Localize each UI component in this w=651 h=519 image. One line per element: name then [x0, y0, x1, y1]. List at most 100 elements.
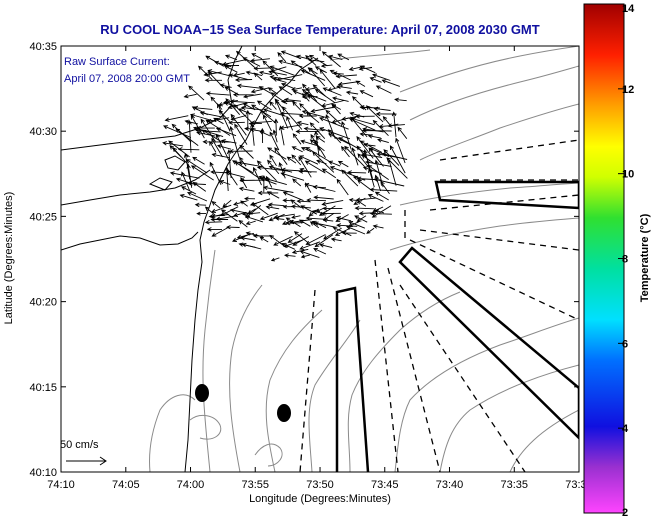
current-vector	[244, 196, 256, 201]
current-vector	[320, 211, 341, 216]
current-vector	[208, 214, 229, 219]
y-tick-label: 40:10	[29, 467, 57, 479]
current-vector	[267, 147, 287, 160]
colorbar-ticks: 2 4 6 8 10 12 14	[618, 3, 635, 519]
current-vector	[336, 223, 358, 228]
current-vector	[164, 115, 189, 122]
scale-label: 50 cm/s	[60, 439, 99, 451]
current-vector	[192, 156, 205, 165]
current-vector	[168, 140, 190, 158]
current-vector	[338, 137, 366, 154]
current-vector	[211, 226, 230, 237]
y-axis: 40:10 40:15 40:20 40:25 40:30 40:35	[29, 41, 579, 479]
x-tick-label: 74:10	[47, 479, 75, 491]
current-vector	[372, 73, 391, 81]
y-tick-label: 40:15	[29, 382, 57, 394]
current-vector	[233, 104, 253, 124]
current-vector	[215, 133, 231, 164]
current-vector	[299, 250, 320, 259]
current-vector	[332, 71, 344, 76]
current-vector	[238, 186, 255, 192]
current-vector	[225, 98, 241, 115]
current-vector	[224, 63, 240, 68]
current-vector	[348, 221, 366, 229]
current-vector	[196, 130, 216, 137]
current-vector	[313, 247, 327, 255]
current-vector	[196, 211, 206, 216]
current-vector	[337, 160, 349, 168]
current-vector	[305, 111, 320, 124]
annotation-line-2: April 07, 2008 20:00 GMT	[64, 73, 190, 85]
current-vector	[233, 200, 248, 206]
current-vector	[336, 216, 352, 222]
current-vector	[291, 215, 301, 219]
colorbar-tick-label: 4	[622, 423, 629, 435]
current-vector	[356, 135, 374, 159]
current-vector	[234, 123, 248, 145]
current-vector	[304, 182, 336, 192]
current-vector	[328, 160, 341, 167]
current-vector	[194, 202, 207, 208]
current-vector	[300, 69, 326, 81]
current-vector	[190, 114, 205, 139]
current-vector	[281, 106, 303, 130]
current-vector	[292, 178, 302, 187]
y-tick-label: 40:35	[29, 41, 57, 53]
chart-title: RU COOL NOAA−15 Sea Surface Temperature:…	[100, 22, 539, 37]
current-vector	[358, 211, 376, 216]
current-vector	[253, 66, 271, 71]
current-vector	[292, 101, 302, 111]
current-vector	[187, 120, 192, 153]
current-vector	[319, 243, 333, 249]
x-axis-label: Longitude (Degrees:Minutes)	[249, 493, 391, 505]
current-vector	[290, 60, 311, 75]
current-vector	[258, 70, 272, 76]
current-vector	[321, 199, 344, 207]
current-vector	[296, 199, 311, 204]
current-vector	[262, 60, 279, 77]
current-vector	[305, 146, 333, 164]
colorbar-tick-label: 12	[622, 84, 634, 96]
y-tick-label: 40:20	[29, 297, 57, 309]
current-vector	[285, 217, 301, 228]
current-vector	[322, 87, 342, 96]
current-vector	[354, 215, 368, 223]
current-vector	[314, 66, 327, 74]
current-vector	[256, 100, 272, 111]
x-tick-label: 73:35	[501, 479, 529, 491]
current-vector	[344, 145, 366, 168]
current-vector	[244, 215, 264, 223]
current-vector	[172, 147, 190, 166]
current-vector	[329, 69, 351, 81]
current-vector	[234, 161, 261, 180]
current-vector	[265, 205, 280, 210]
current-vector	[186, 191, 208, 202]
current-vector	[312, 151, 335, 173]
current-vector	[280, 172, 305, 181]
current-vector	[369, 187, 398, 192]
current-vector	[206, 227, 223, 232]
plot-area	[61, 46, 579, 472]
current-vector	[270, 257, 280, 262]
current-vector	[272, 129, 278, 143]
current-vector	[228, 73, 248, 80]
bathymetry-contours	[149, 46, 579, 472]
x-tick-label: 73:50	[306, 479, 334, 491]
current-vector	[250, 58, 270, 63]
current-vector	[369, 211, 392, 216]
current-vector	[305, 216, 326, 221]
current-vector	[213, 117, 224, 125]
current-vector	[300, 254, 310, 259]
current-vector	[232, 92, 254, 97]
current-vector	[256, 160, 277, 182]
current-vector	[287, 233, 303, 243]
current-vector	[226, 224, 240, 230]
current-vector	[306, 197, 327, 203]
current-vector	[296, 120, 309, 126]
current-vector	[269, 154, 277, 167]
current-vector	[205, 55, 225, 67]
current-vector	[253, 72, 263, 81]
current-vector	[280, 82, 295, 90]
current-vector	[299, 241, 321, 250]
